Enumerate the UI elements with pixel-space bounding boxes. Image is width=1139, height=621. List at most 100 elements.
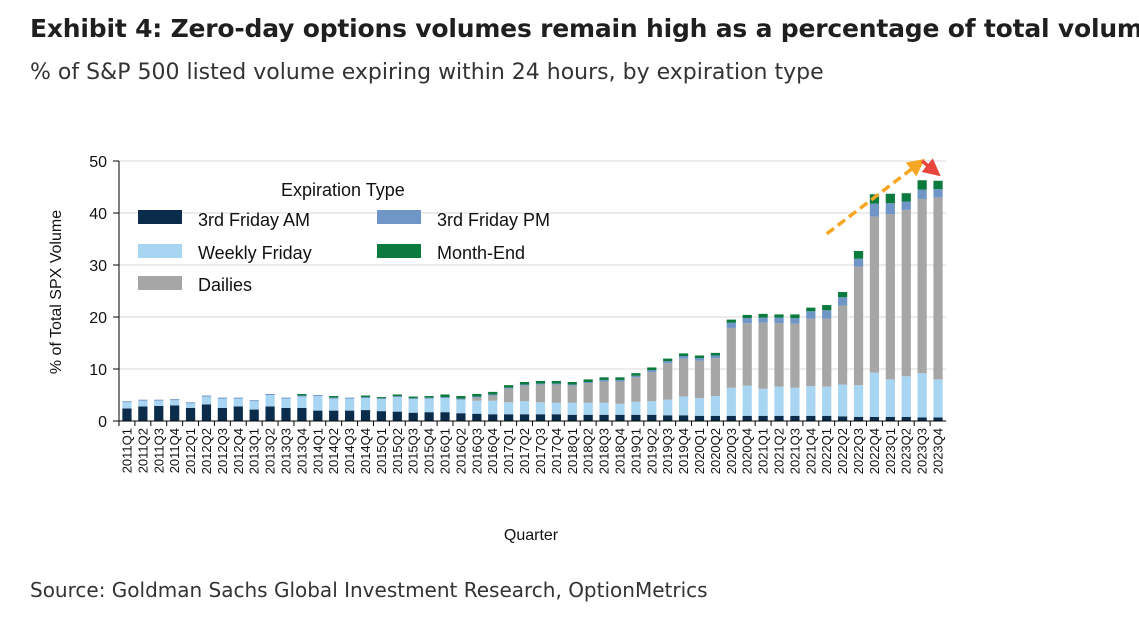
x-tick-label: 2011Q2 (135, 428, 150, 473)
bar-segment (615, 403, 625, 415)
bar-segment (265, 406, 275, 421)
bar-segment (853, 416, 864, 421)
legend: Expiration Type 3rd Friday AM 3rd Friday… (138, 180, 550, 295)
bar-segment (631, 373, 641, 376)
bar-segment (408, 398, 418, 400)
bar-segment (519, 414, 530, 421)
bar-segment (535, 402, 546, 415)
x-tick-label: 2017Q2 (517, 428, 532, 474)
bar-segment (408, 396, 418, 399)
bar-segment (201, 396, 212, 405)
bar-segment (567, 414, 577, 421)
bar-segment (472, 413, 482, 421)
bar-segment (567, 402, 577, 415)
bar-segment (233, 398, 243, 407)
bar-segment (694, 360, 705, 399)
bar-segment (647, 414, 657, 421)
bar-segment (488, 391, 498, 395)
bar-segment (154, 405, 164, 421)
x-tick-label: 2013Q4 (294, 428, 309, 474)
annotations (825, 158, 941, 236)
bar-segment (917, 417, 927, 421)
bar-segment (281, 408, 291, 421)
bar-segment (647, 367, 657, 371)
bar-segment (535, 414, 546, 421)
x-tick-label: 2017Q3 (533, 428, 548, 474)
bar-segment (838, 292, 848, 298)
bar-segment (170, 399, 180, 401)
bar-segment (297, 396, 307, 408)
bar-segment (170, 405, 180, 421)
x-tick-label: 2011Q1 (119, 428, 134, 473)
bar-segment (281, 397, 291, 399)
bar-segment (901, 416, 911, 421)
bar-segment (408, 399, 418, 413)
bar-segment (726, 327, 736, 388)
bar-segment (583, 383, 593, 403)
x-tick-label: 2013Q1 (247, 428, 262, 474)
bar-segment (853, 250, 864, 259)
bar-segment (758, 322, 768, 389)
x-tick-label: 2017Q4 (549, 428, 564, 474)
bar-segment (440, 412, 450, 421)
x-tick-label: 2023Q4 (931, 428, 946, 474)
bar-segment (154, 399, 164, 401)
bar-segment (678, 358, 689, 397)
bar-segment (663, 399, 673, 416)
bar-segment (170, 400, 180, 406)
bar-segment (360, 398, 371, 411)
bar-segment (647, 372, 657, 402)
bar-segment (344, 410, 355, 421)
bar-segment (917, 373, 927, 418)
bar-segment (313, 395, 323, 397)
bar-segment (456, 413, 466, 421)
bar-segment (185, 402, 196, 404)
x-tick-label: 2023Q3 (915, 428, 930, 474)
bar-segment (917, 189, 927, 199)
bar-segment (885, 203, 895, 215)
bar-segment (806, 307, 816, 312)
bar-segment (376, 399, 387, 412)
bar-segment (551, 380, 561, 384)
x-tick-label: 2015Q4 (422, 428, 437, 474)
x-tick-label: 2022Q3 (851, 428, 866, 474)
bar-segment (758, 313, 768, 318)
bar-segment (790, 387, 800, 416)
legend-title: Expiration Type (281, 180, 405, 200)
bar-segment (456, 396, 466, 399)
x-tick-label: 2017Q1 (501, 428, 516, 474)
bar-segment (233, 397, 243, 399)
bar-segment (901, 193, 911, 202)
bar-segment (217, 397, 227, 399)
x-tick-label: 2013Q2 (263, 428, 278, 474)
bar-segment (297, 408, 307, 421)
bar-segment (456, 398, 466, 400)
bar-segment (344, 398, 355, 411)
bar-segment (726, 319, 736, 323)
bar-segment (535, 380, 546, 384)
bar-segment (694, 358, 705, 361)
bar-segment (838, 384, 848, 417)
x-tick-label: 2022Q2 (835, 428, 850, 474)
x-tick-label: 2022Q1 (819, 428, 834, 474)
x-tick-label: 2015Q2 (390, 428, 405, 474)
bar-segment (424, 396, 434, 398)
bar-segment (678, 396, 689, 416)
bar-segment (408, 412, 418, 421)
bar-segment (869, 372, 880, 417)
x-tick-label: 2019Q3 (660, 428, 675, 474)
x-tick-label: 2016Q1 (438, 428, 453, 474)
x-tick-label: 2019Q2 (644, 428, 659, 474)
bar-segment (297, 395, 307, 397)
bar-segment (567, 382, 577, 385)
bar-segment (742, 415, 752, 421)
bar-segment (201, 395, 212, 397)
legend-swatch-weekly-friday (138, 244, 182, 258)
bar-segment (790, 314, 800, 319)
bar-segment (647, 401, 657, 415)
x-tick-label: 2020Q4 (740, 428, 755, 474)
x-tick-label: 2012Q2 (199, 428, 214, 474)
bar-segment (806, 386, 816, 416)
legend-label-3rd-friday-pm: 3rd Friday PM (437, 210, 550, 230)
